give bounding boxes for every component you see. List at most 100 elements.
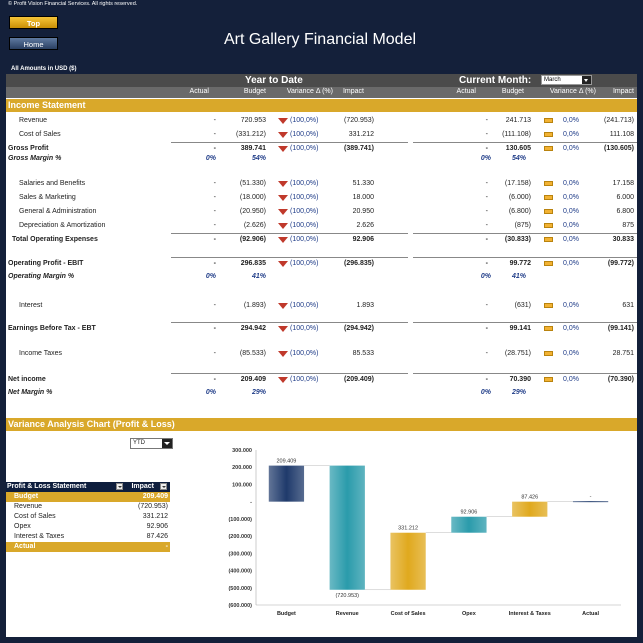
ytd-actual-value: - xyxy=(213,117,216,124)
pl-row-label: Budget xyxy=(14,493,39,500)
variance-flat-icon xyxy=(544,209,553,214)
cm-budget-value: 54% xyxy=(511,155,526,162)
row-label: Depreciation & Amortization xyxy=(19,222,106,229)
x-tick-label: Revenue xyxy=(336,611,359,617)
ytd-header: Year to Date xyxy=(245,75,303,86)
cm-variance-value: 0,0% xyxy=(563,260,579,267)
ytd-actual-value: - xyxy=(213,131,216,138)
ytd-col-header: Impact xyxy=(342,88,364,95)
ytd-impact-value: 18.000 xyxy=(352,194,374,201)
top-button[interactable]: Top xyxy=(9,16,58,29)
ytd-budget-value: 389.741 xyxy=(240,145,266,152)
pl-row: Cost of Sales 331.212 xyxy=(6,512,170,522)
cm-variance-value: 0,0% xyxy=(563,180,579,187)
ytd-budget-value: (85.533) xyxy=(239,350,266,357)
ytd-total-divider xyxy=(171,322,408,323)
period-dropdown[interactable]: YTD xyxy=(130,438,173,449)
row-label: Earnings Before Tax - EBT xyxy=(8,325,96,332)
cm-total-divider xyxy=(413,322,637,323)
cm-impact-value: 6.800 xyxy=(616,208,634,215)
ytd-total-divider xyxy=(171,257,408,258)
ytd-actual-value: - xyxy=(213,325,216,332)
cm-total-divider xyxy=(413,373,637,374)
ytd-actual-value: - xyxy=(213,145,216,152)
x-tick-label: Cost of Sales xyxy=(391,611,426,617)
ytd-budget-value: (331.212) xyxy=(236,131,266,138)
cm-variance-value: 0,0% xyxy=(563,302,579,309)
ytd-actual-value: 0% xyxy=(205,273,216,280)
variance-down-icon xyxy=(278,118,288,124)
row-label: Net income xyxy=(8,376,46,383)
cm-variance-value: 0,0% xyxy=(563,208,579,215)
cm-impact-value: 875 xyxy=(622,222,634,229)
pl-row: Budget 209.409 xyxy=(6,492,170,502)
month-dropdown-value: March xyxy=(544,77,561,83)
row-label: Operating Margin % xyxy=(8,273,75,280)
row-label: Operating Profit - EBIT xyxy=(8,260,84,267)
ytd-impact-value: (294.942) xyxy=(344,325,374,332)
variance-flat-icon xyxy=(544,237,553,242)
row-label: Gross Margin % xyxy=(8,155,62,162)
ytd-actual-value: - xyxy=(213,194,216,201)
financial-sheet: Year to Date Current Month: March Actual… xyxy=(6,74,637,637)
variance-down-icon xyxy=(278,223,288,229)
y-tick-label: (300.000) xyxy=(228,551,252,557)
data-label: (720.953) xyxy=(335,593,359,599)
cm-total-divider xyxy=(413,233,637,234)
variance-flat-icon xyxy=(544,132,553,137)
ytd-impact-value: 51.330 xyxy=(352,180,374,187)
cm-variance-value: 0,0% xyxy=(563,145,579,152)
pl-header-impact: Impact xyxy=(131,483,154,490)
data-label: 92.906 xyxy=(461,510,478,516)
pl-row-label: Interest & Taxes xyxy=(14,533,65,540)
chevron-down-icon[interactable] xyxy=(162,439,172,448)
ytd-variance-value: (100,0%) xyxy=(290,350,319,357)
filter-dropdown-icon[interactable] xyxy=(160,483,167,490)
y-tick-label: 100.000 xyxy=(232,482,252,488)
ytd-variance-value: (100,0%) xyxy=(290,222,319,229)
cm-actual-value: - xyxy=(485,236,488,243)
cm-impact-value: 28.751 xyxy=(612,350,634,357)
variance-down-icon xyxy=(278,261,288,267)
ytd-budget-value: (20.950) xyxy=(239,208,266,215)
pl-row-value: 87.426 xyxy=(146,533,168,540)
ytd-budget-value: (1.893) xyxy=(243,302,266,309)
y-tick-label: 200.000 xyxy=(232,465,252,471)
y-tick-label: (500.000) xyxy=(228,586,252,592)
cm-actual-value: - xyxy=(485,350,488,357)
amounts-label: All Amounts in USD ($) xyxy=(11,66,77,72)
variance-down-icon xyxy=(278,237,288,243)
cm-variance-value: 0,0% xyxy=(563,350,579,357)
cm-budget-value: (6.800) xyxy=(508,208,531,215)
cm-actual-value: 0% xyxy=(480,273,491,280)
x-tick-label: Interest & Taxes xyxy=(509,611,551,617)
variance-section-title: Variance Analysis Chart (Profit & Loss) xyxy=(6,418,637,431)
cm-budget-value: 41% xyxy=(511,273,526,280)
home-button[interactable]: Home xyxy=(9,37,58,50)
month-dropdown[interactable]: March xyxy=(541,75,592,85)
cm-col-header: Impact xyxy=(612,88,634,95)
pl-row: Revenue (720.953) xyxy=(6,502,170,512)
cm-budget-value: 70.390 xyxy=(509,376,531,383)
waterfall-bar xyxy=(451,516,487,533)
cm-actual-value: - xyxy=(485,376,488,383)
page-title: Art Gallery Financial Model xyxy=(223,31,417,48)
header-row-periods: Year to Date Current Month: March xyxy=(6,74,637,87)
chevron-down-icon[interactable] xyxy=(582,76,591,84)
cm-actual-value: 0% xyxy=(480,389,491,396)
cm-col-header: Budget xyxy=(501,88,524,95)
waterfall-bar xyxy=(268,465,305,502)
cm-budget-value: (28.751) xyxy=(504,350,531,357)
ytd-budget-value: (2.626) xyxy=(243,222,266,229)
ytd-impact-value: (720.953) xyxy=(344,117,374,124)
income-statement-title: Income Statement xyxy=(6,99,637,112)
cm-variance-value: 0,0% xyxy=(563,131,579,138)
variance-down-icon xyxy=(278,377,288,383)
row-label: Cost of Sales xyxy=(19,131,61,138)
x-tick-label: Actual xyxy=(582,611,599,617)
cm-actual-value: - xyxy=(485,194,488,201)
filter-dropdown-icon[interactable] xyxy=(116,483,123,490)
cm-impact-value: (130.605) xyxy=(604,145,634,152)
ytd-actual-value: - xyxy=(213,260,216,267)
ytd-budget-value: (51.330) xyxy=(239,180,266,187)
